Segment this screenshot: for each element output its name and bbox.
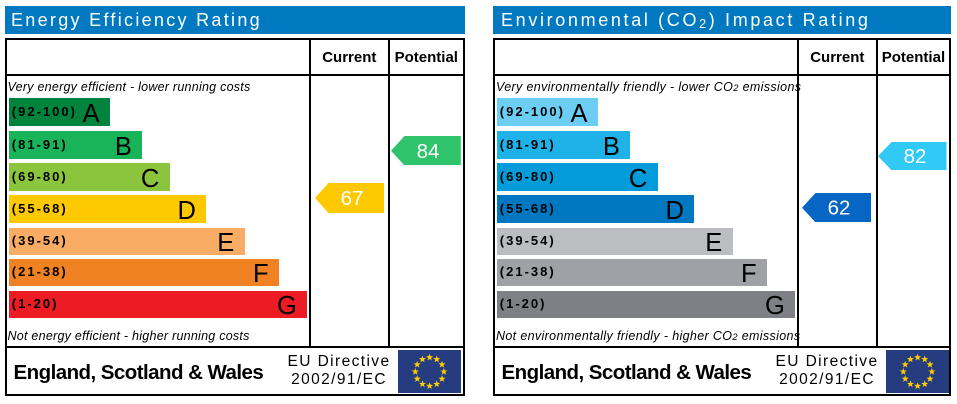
svg-text:84: 84 — [417, 139, 440, 162]
svg-text:82: 82 — [904, 145, 927, 168]
svg-text:62: 62 — [827, 197, 850, 220]
svg-text:67: 67 — [340, 187, 363, 210]
